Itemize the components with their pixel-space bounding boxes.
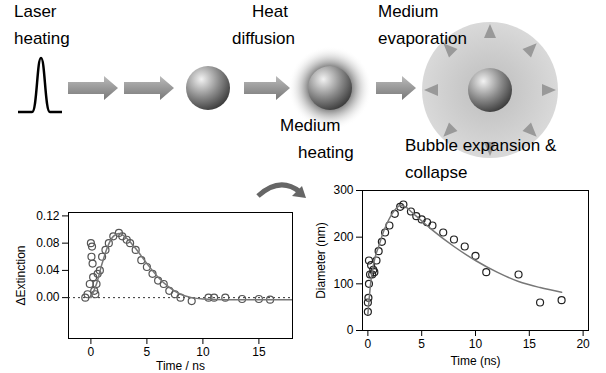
svg-text:heating: heating xyxy=(14,29,70,48)
svg-text:15: 15 xyxy=(523,337,537,351)
svg-text:Bubble expansion &: Bubble expansion & xyxy=(405,136,557,155)
svg-text:0.08: 0.08 xyxy=(36,236,60,250)
svg-text:0: 0 xyxy=(365,337,372,351)
svg-text:collapse: collapse xyxy=(405,163,467,182)
svg-text:Time (ns): Time (ns) xyxy=(450,354,500,368)
svg-text:5: 5 xyxy=(418,337,425,351)
svg-text:15: 15 xyxy=(252,345,266,359)
svg-text:0.04: 0.04 xyxy=(36,263,60,277)
svg-text:5: 5 xyxy=(144,345,151,359)
svg-text:ΔExtinction: ΔExtinction xyxy=(14,245,28,305)
svg-text:Time / ns: Time / ns xyxy=(156,359,205,373)
svg-text:Laser: Laser xyxy=(14,2,57,21)
svg-text:10: 10 xyxy=(469,337,483,351)
svg-text:20: 20 xyxy=(576,337,590,351)
svg-text:0: 0 xyxy=(347,323,354,337)
svg-text:heating: heating xyxy=(298,143,354,162)
svg-text:100: 100 xyxy=(333,277,353,291)
svg-text:Heat: Heat xyxy=(252,2,288,21)
svg-text:300: 300 xyxy=(333,183,353,197)
svg-text:10: 10 xyxy=(196,345,210,359)
svg-text:0.00: 0.00 xyxy=(36,290,60,304)
svg-text:0.12: 0.12 xyxy=(36,209,60,223)
svg-text:diffusion: diffusion xyxy=(232,29,295,48)
svg-text:200: 200 xyxy=(333,230,353,244)
svg-text:Medium: Medium xyxy=(378,2,438,21)
svg-text:evaporation: evaporation xyxy=(378,29,467,48)
svg-text:Medium: Medium xyxy=(280,116,340,135)
svg-text:0: 0 xyxy=(88,345,95,359)
svg-text:Diameter (nm): Diameter (nm) xyxy=(314,222,328,299)
